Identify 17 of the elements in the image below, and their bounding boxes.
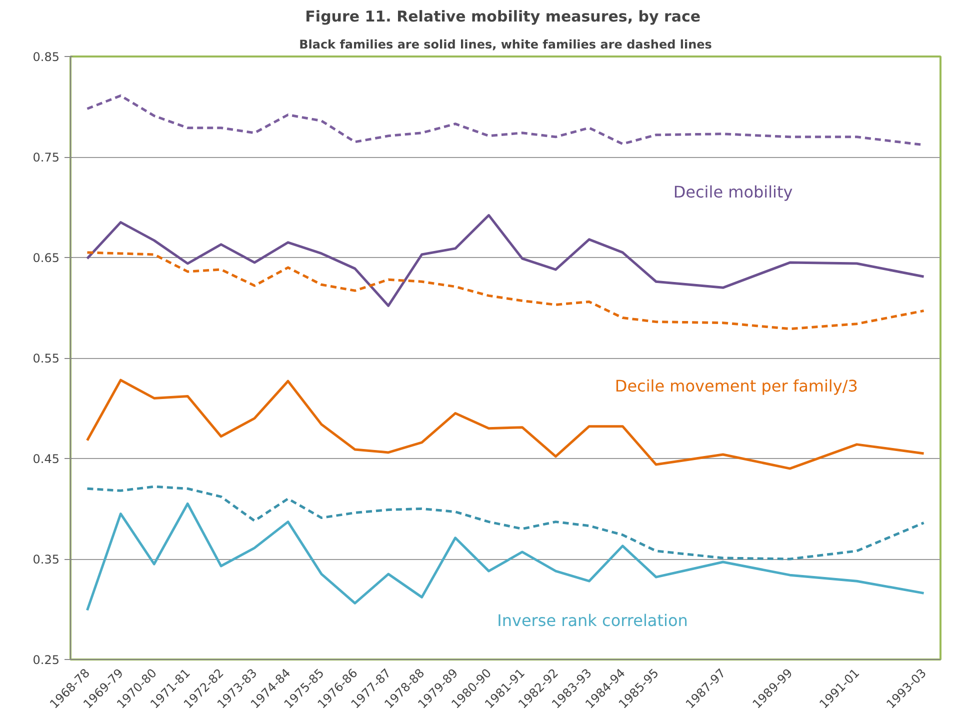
line-series [86,214,926,307]
y-tick-label: 0.55 [32,352,60,366]
y-tick-label: 0.25 [32,653,60,667]
line-series [86,485,926,560]
y-tick-label: 0.85 [32,50,60,64]
chart-subtitle: Black families are solid lines, white families are dashed lines [299,38,712,52]
y-tick-label: 0.75 [32,150,60,164]
y-tick-label: 0.35 [32,552,60,566]
annotation: Decile mobility [673,182,793,202]
y-tick-label: 0.65 [32,251,60,265]
y-tick-label: 0.45 [32,452,60,466]
line-series [86,251,926,330]
line-series [86,502,926,612]
line-series [86,378,926,470]
chart-title: Figure 11. Relative mobility measures, by race [305,8,701,26]
annotation: Decile movement per family/3 [614,376,858,396]
annotation: Inverse rank correlation [497,610,688,630]
